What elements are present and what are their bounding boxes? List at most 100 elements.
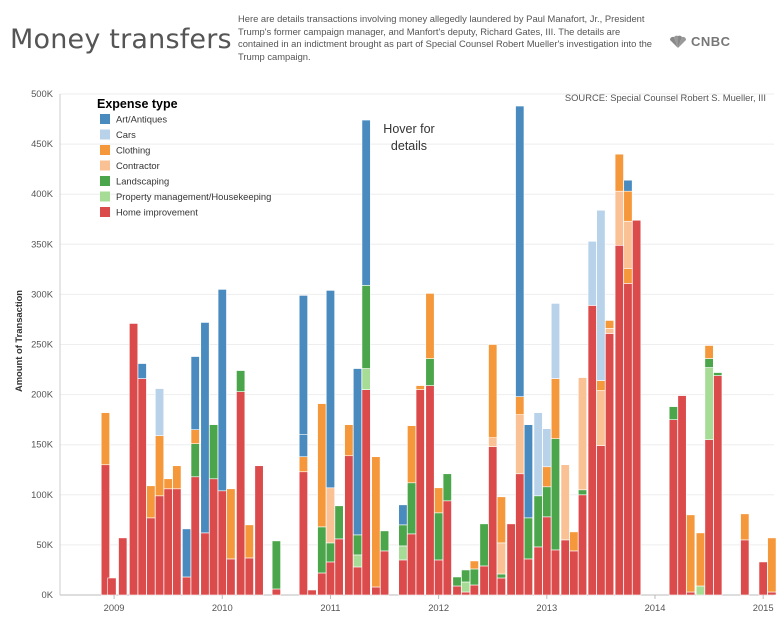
bar-segment[interactable] bbox=[200, 322, 210, 534]
bar-segment[interactable] bbox=[713, 372, 723, 376]
legend-item-label[interactable]: Contractor bbox=[116, 160, 160, 171]
legend-swatch[interactable] bbox=[100, 191, 110, 202]
legend-item-label[interactable]: Home improvement bbox=[116, 207, 198, 218]
bar-segment[interactable] bbox=[100, 464, 110, 596]
bar-segment[interactable] bbox=[542, 516, 552, 596]
bar-segment[interactable] bbox=[217, 490, 227, 596]
bar-segment[interactable] bbox=[325, 561, 335, 596]
bar-segment[interactable] bbox=[352, 566, 363, 596]
bar-segment[interactable] bbox=[172, 465, 182, 490]
bar-segment[interactable] bbox=[244, 557, 254, 596]
bar-segment[interactable] bbox=[496, 577, 506, 596]
bar-segment[interactable] bbox=[190, 476, 200, 596]
bar-segment[interactable] bbox=[209, 478, 219, 596]
bar-segment[interactable] bbox=[740, 539, 750, 596]
bar-segment[interactable] bbox=[488, 437, 498, 448]
legend-swatch[interactable] bbox=[100, 114, 110, 124]
bar-segment[interactable] bbox=[434, 559, 444, 596]
bar-segment[interactable] bbox=[623, 220, 633, 269]
bar-segment[interactable] bbox=[695, 585, 705, 596]
bar-segment[interactable] bbox=[271, 540, 281, 590]
bar-segment[interactable] bbox=[434, 487, 444, 514]
bar-segment[interactable] bbox=[325, 290, 335, 489]
bar-segment[interactable] bbox=[577, 494, 588, 596]
bar-segment[interactable] bbox=[767, 591, 777, 596]
bar-segment[interactable] bbox=[533, 546, 543, 596]
bar-segment[interactable] bbox=[209, 424, 219, 480]
bar-segment[interactable] bbox=[623, 268, 633, 284]
bar-segment[interactable] bbox=[146, 517, 156, 596]
legend-swatch[interactable] bbox=[100, 207, 110, 217]
bar-segment[interactable] bbox=[542, 466, 552, 488]
bar-segment[interactable] bbox=[452, 585, 462, 596]
bar-segment[interactable] bbox=[515, 105, 525, 397]
bar-segment[interactable] bbox=[155, 435, 165, 497]
bar-segment[interactable] bbox=[317, 526, 327, 574]
bar-segment[interactable] bbox=[452, 576, 462, 587]
bar-segment[interactable] bbox=[415, 385, 425, 390]
bar-segment[interactable] bbox=[298, 471, 308, 596]
bar-segment[interactable] bbox=[560, 539, 570, 596]
bar-segment[interactable] bbox=[496, 542, 506, 575]
bar-segment[interactable] bbox=[307, 589, 317, 596]
bar-segment[interactable] bbox=[190, 356, 200, 430]
bar-segment[interactable] bbox=[361, 285, 371, 369]
bar-segment[interactable] bbox=[361, 119, 371, 286]
bar-segment[interactable] bbox=[523, 517, 533, 560]
bar-segment[interactable] bbox=[569, 550, 579, 596]
bar-segment[interactable] bbox=[550, 378, 560, 439]
bar-segment[interactable] bbox=[515, 396, 525, 415]
bar-segment[interactable] bbox=[334, 538, 344, 596]
bar-segment[interactable] bbox=[352, 554, 363, 568]
bar-segment[interactable] bbox=[542, 428, 552, 468]
bar-segment[interactable] bbox=[686, 514, 696, 593]
bar-segment[interactable] bbox=[190, 443, 200, 478]
bar-segment[interactable] bbox=[325, 487, 335, 544]
bar-segment[interactable] bbox=[577, 489, 588, 496]
bar-segment[interactable] bbox=[623, 179, 633, 192]
bar-segment[interactable] bbox=[704, 439, 714, 596]
bar-segment[interactable] bbox=[371, 586, 381, 596]
bar-segment[interactable] bbox=[236, 370, 246, 392]
bar-segment[interactable] bbox=[461, 591, 471, 596]
bar-segment[interactable] bbox=[488, 344, 498, 438]
bar-segment[interactable] bbox=[425, 293, 435, 359]
bar-segment[interactable] bbox=[172, 488, 182, 596]
bar-segment[interactable] bbox=[704, 345, 714, 359]
bar-segment[interactable] bbox=[496, 573, 506, 579]
bar-segment[interactable] bbox=[137, 378, 147, 596]
bar-segment[interactable] bbox=[182, 528, 192, 578]
bar-segment[interactable] bbox=[605, 320, 615, 329]
bar-segment[interactable] bbox=[380, 550, 390, 596]
bar-segment[interactable] bbox=[317, 572, 327, 596]
bar-segment[interactable] bbox=[577, 377, 588, 491]
bar-segment[interactable] bbox=[686, 591, 696, 596]
bar-segment[interactable] bbox=[596, 445, 606, 596]
bar-segment[interactable] bbox=[605, 328, 615, 334]
bar-segment[interactable] bbox=[217, 289, 227, 492]
bar-segment[interactable] bbox=[605, 333, 615, 596]
bar-segment[interactable] bbox=[146, 485, 156, 519]
bar-segment[interactable] bbox=[344, 424, 354, 457]
bar-segment[interactable] bbox=[740, 513, 750, 541]
bar-segment[interactable] bbox=[398, 504, 408, 526]
bar-segment[interactable] bbox=[767, 537, 777, 593]
bar-segment[interactable] bbox=[226, 488, 236, 560]
bar-segment[interactable] bbox=[533, 495, 543, 548]
bar-segment[interactable] bbox=[704, 358, 714, 368]
bar-segment[interactable] bbox=[523, 424, 533, 519]
bar-segment[interactable] bbox=[461, 569, 471, 583]
bar-segment[interactable] bbox=[190, 429, 200, 444]
bar-segment[interactable] bbox=[254, 465, 264, 596]
bar-segment[interactable] bbox=[298, 434, 308, 458]
bar-segment[interactable] bbox=[596, 209, 606, 381]
bar-segment[interactable] bbox=[398, 545, 408, 561]
bar-segment[interactable] bbox=[352, 368, 363, 536]
bar-segment[interactable] bbox=[271, 588, 281, 596]
bar-segment[interactable] bbox=[182, 576, 192, 596]
bar-segment[interactable] bbox=[479, 565, 489, 596]
bar-segment[interactable] bbox=[587, 240, 597, 306]
bar-segment[interactable] bbox=[623, 283, 633, 596]
bar-segment[interactable] bbox=[713, 375, 723, 596]
bar-segment[interactable] bbox=[542, 486, 552, 518]
